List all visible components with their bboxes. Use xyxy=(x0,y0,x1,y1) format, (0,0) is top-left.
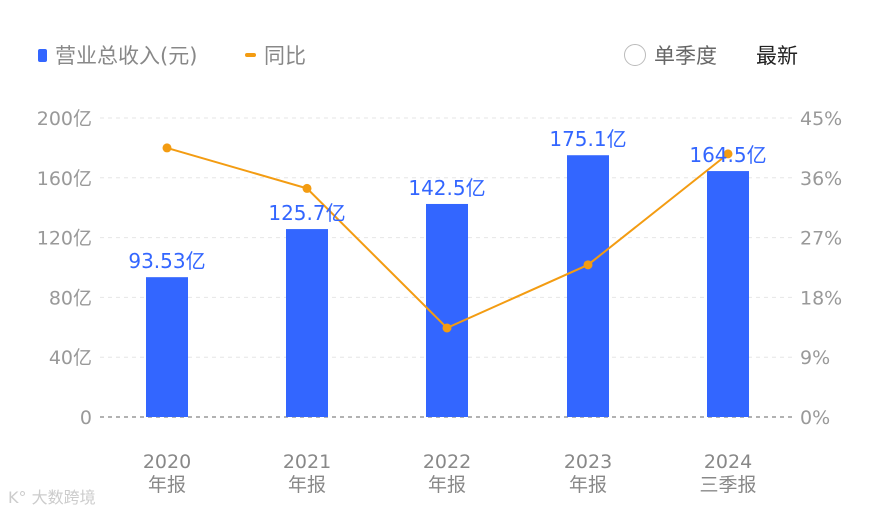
x-tick-year: 2024 xyxy=(704,451,752,473)
y-right-tick: 36% xyxy=(800,168,842,190)
x-tick-year: 2021 xyxy=(283,451,331,473)
bar xyxy=(286,229,328,417)
legend-revenue-label: 营业总收入(元) xyxy=(55,44,198,68)
radio-icon[interactable] xyxy=(624,44,646,66)
x-tick-year: 2022 xyxy=(423,451,471,473)
bar-data-label: 125.7亿 xyxy=(268,201,345,225)
x-tick-period: 年报 xyxy=(569,474,607,496)
watermark-text: 大数跨境 xyxy=(31,488,96,507)
single-quarter-label: 单季度 xyxy=(654,44,717,68)
watermark-logo: K° 大数跨境 xyxy=(8,488,96,507)
legend-revenue[interactable]: 营业总收入(元) xyxy=(38,40,197,70)
x-tick-year: 2020 xyxy=(143,451,191,473)
latest-label: 最新 xyxy=(756,44,798,68)
legend-yoy-label: 同比 xyxy=(264,44,306,68)
bar-data-label: 142.5亿 xyxy=(408,176,485,200)
bar xyxy=(146,277,188,417)
bar-data-label: 164.5亿 xyxy=(689,143,766,167)
latest-button[interactable]: 最新 xyxy=(756,40,798,70)
y-left-tick: 0 xyxy=(80,407,92,429)
x-tick-period: 年报 xyxy=(288,474,326,496)
y-left-tick: 80亿 xyxy=(49,287,92,309)
bar xyxy=(567,155,609,417)
y-right-tick: 27% xyxy=(800,228,842,250)
single-quarter-toggle[interactable]: 单季度 xyxy=(624,40,717,70)
bar-legend-icon xyxy=(38,48,47,62)
y-right-tick: 0% xyxy=(800,407,830,429)
yoy-point xyxy=(583,260,593,270)
y-right-tick: 18% xyxy=(800,287,842,309)
line-legend-icon xyxy=(245,53,256,57)
bar xyxy=(426,203,468,417)
y-left-tick: 200亿 xyxy=(37,108,92,130)
legend-yoy[interactable]: 同比 xyxy=(245,40,306,70)
y-right-tick: 9% xyxy=(800,347,830,369)
y-left-tick: 40亿 xyxy=(49,347,92,369)
y-left-tick: 160亿 xyxy=(37,168,92,190)
yoy-point xyxy=(162,143,172,153)
y-right-tick: 45% xyxy=(800,108,842,130)
yoy-point xyxy=(302,183,312,193)
x-tick-period: 三季报 xyxy=(699,474,756,496)
bar xyxy=(707,171,749,417)
x-tick-period: 年报 xyxy=(428,474,466,496)
yoy-point xyxy=(442,323,452,333)
bar-data-label: 175.1亿 xyxy=(549,127,626,151)
x-tick-period: 年报 xyxy=(148,474,186,496)
x-tick-year: 2023 xyxy=(564,451,612,473)
bar-data-label: 93.53亿 xyxy=(128,249,205,273)
yoy-point xyxy=(723,149,733,159)
y-left-tick: 120亿 xyxy=(37,228,92,250)
